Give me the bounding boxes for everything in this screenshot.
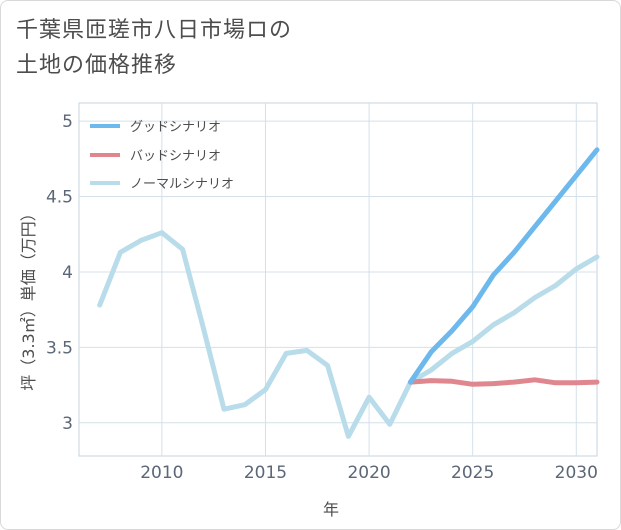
y-axis-label: 坪（3.3㎡）単価（万円）	[19, 205, 38, 390]
chart-title: 千葉県匝瑳市八日市場ロの 土地の価格推移	[16, 13, 436, 83]
y-tick-label: 3.5	[46, 338, 73, 358]
series-line-bad	[408, 377, 600, 387]
x-tick-label: 2020	[347, 463, 390, 483]
chart-title-line-2: 土地の価格推移	[16, 53, 178, 78]
x-tick-label: 2010	[140, 463, 183, 483]
y-tick-label: 3	[62, 414, 73, 434]
x-tick-label: 2030	[555, 463, 598, 483]
legend-label-bad: バッドシナリオ	[130, 149, 221, 164]
chart-title-line-1: 千葉県匝瑳市八日市場ロの	[16, 18, 293, 43]
x-tick-label: 2015	[244, 463, 287, 483]
x-axis-label: 年	[323, 500, 339, 519]
legend: グッドシナリオ バッドシナリオ ノーマルシナリオ	[90, 120, 234, 192]
series-line-normal	[97, 230, 600, 439]
x-tick-label: 2025	[451, 463, 494, 483]
y-tick-label: 4	[62, 263, 73, 283]
legend-label-normal: ノーマルシナリオ	[130, 177, 234, 192]
tick-layer: 2010 2015 2020 2025 2030 3 3.5 4 4.5 5	[46, 112, 598, 483]
y-tick-label: 4.5	[46, 188, 73, 208]
legend-label-good: グッドシナリオ	[130, 120, 221, 135]
series-line-good	[408, 147, 600, 385]
y-tick-label: 5	[62, 112, 73, 132]
series-layer	[97, 147, 600, 439]
